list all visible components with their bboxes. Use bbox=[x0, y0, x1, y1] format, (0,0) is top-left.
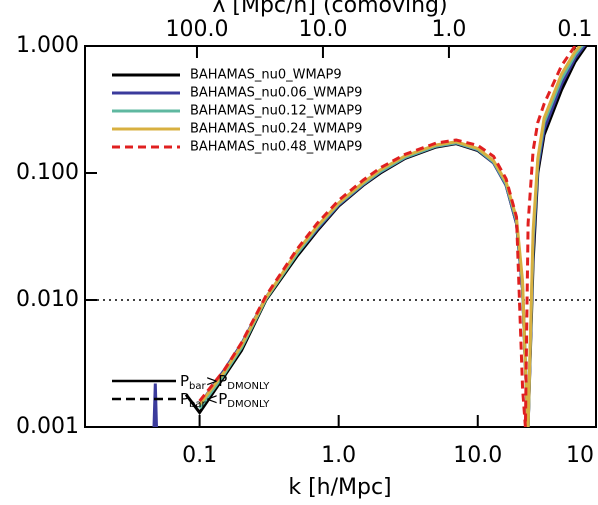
x-tick-label: 0.1 bbox=[182, 443, 217, 468]
annotation-part: P bbox=[180, 372, 189, 390]
x-tick-label: 10.0 bbox=[453, 443, 502, 468]
annotation: Pbar>PDMONLY bbox=[180, 372, 270, 393]
x2-axis-title: λ [Mpc/h] (comoving) bbox=[212, 0, 447, 18]
x2-tick-label: 0.1 bbox=[557, 17, 592, 42]
annotation-part: >P bbox=[206, 372, 228, 390]
plot-frame bbox=[84, 45, 597, 428]
x-tick-label: 10 bbox=[566, 443, 594, 468]
legend-label: BAHAMAS_nu0_WMAP9 bbox=[190, 68, 342, 83]
annotation-part: bar bbox=[189, 381, 206, 392]
x-tick-label: 1.0 bbox=[321, 443, 356, 468]
y-tick-label: 0.100 bbox=[16, 160, 79, 185]
x2-tick-label: 100.0 bbox=[165, 17, 228, 42]
annotation-part: bar bbox=[189, 399, 206, 410]
annotation-part: DMONLY bbox=[227, 399, 270, 410]
y-tick-label: 0.001 bbox=[16, 414, 79, 439]
y-tick-label: 0.010 bbox=[16, 287, 79, 312]
legend-label: BAHAMAS_nu0.48_WMAP9 bbox=[190, 140, 362, 155]
plot-area bbox=[152, 46, 589, 427]
legend-label: BAHAMAS_nu0.12_WMAP9 bbox=[190, 104, 362, 119]
legend-label: BAHAMAS_nu0.06_WMAP9 bbox=[190, 86, 362, 101]
annotation-part: DMONLY bbox=[227, 381, 270, 392]
y-tick-label: 1.000 bbox=[16, 33, 79, 58]
x-axis-title: k [h/Mpc] bbox=[288, 475, 391, 500]
series-line bbox=[198, 46, 577, 427]
legend-label: BAHAMAS_nu0.24_WMAP9 bbox=[190, 122, 362, 137]
x2-tick-label: 10.0 bbox=[298, 17, 347, 42]
annotation-part: <P bbox=[206, 390, 228, 408]
x2-tick-label: 1.0 bbox=[431, 17, 466, 42]
annotation: Pbar<PDMONLY bbox=[180, 390, 270, 411]
annotation-part: P bbox=[180, 390, 189, 408]
